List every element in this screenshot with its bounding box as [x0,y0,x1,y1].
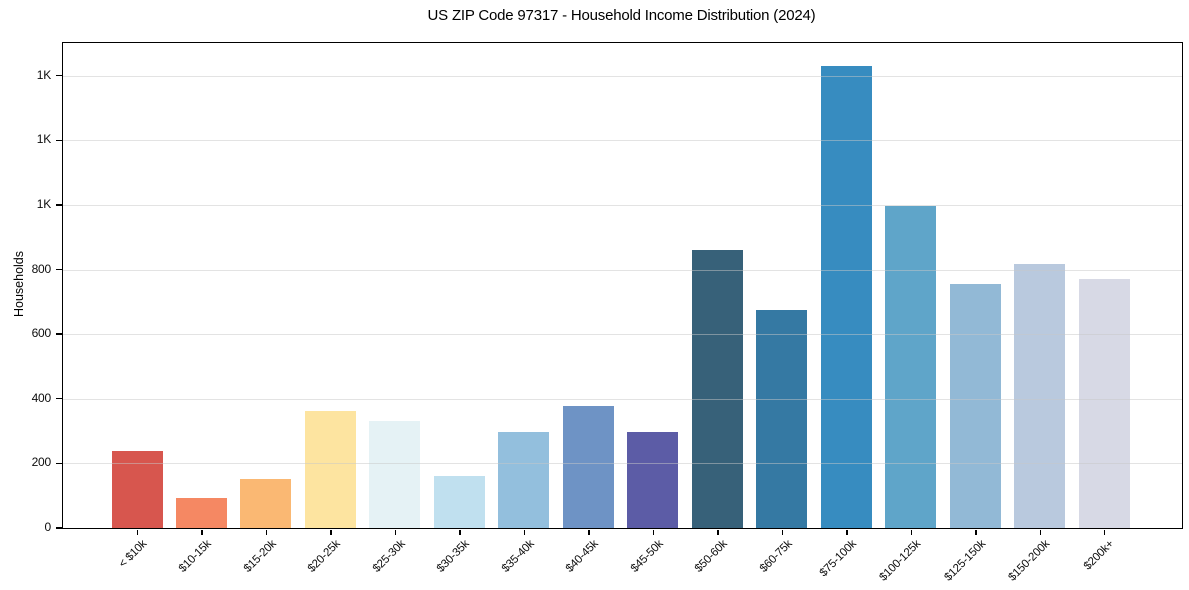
x-tick-label: $125-150k [941,538,988,584]
y-tick [56,333,62,335]
x-tick [717,529,719,535]
bar--35-40k [498,431,550,528]
x-tick-label: $75-100k [817,538,859,580]
x-tick-label: $40-45k [563,538,601,575]
x-tick [781,529,784,535]
bar--25-30k [369,420,421,528]
x-tick [265,529,268,535]
x-tick [459,529,461,535]
x-tick [523,529,526,535]
x-tick-label: $45-50k [628,538,666,575]
x-tick-label: $150-200k [1006,538,1053,584]
gridline [63,140,1182,142]
y-tick-label: 200 [31,455,52,470]
bar--50-60k [691,250,743,528]
x-tick [1039,529,1041,535]
y-tick [56,74,62,77]
x-tick [201,529,203,535]
gridline [63,463,1182,465]
bar--200k+ [1078,279,1130,528]
x-tick [652,529,655,535]
y-tick-label: 1K [36,67,51,82]
y-tick-label: 0 [44,520,52,534]
x-tick-label: $10-15k [177,538,214,575]
x-tick-label: $15-20k [241,538,279,575]
gridline [63,204,1182,206]
bar--15-20k [240,478,292,528]
bar--100-125k [885,206,937,528]
x-tick-label: $35-40k [499,538,537,575]
gridline [63,398,1182,400]
y-tick-label: 1K [36,132,51,147]
x-tick [394,529,397,535]
y-tick [56,527,62,529]
y-tick [56,462,62,465]
gridline [63,269,1182,271]
x-tick-label: $100-125k [877,538,924,584]
y-tick [56,398,62,400]
y-tick-label: 600 [31,326,52,341]
x-tick-label: $30-35k [434,538,472,575]
bar--45-50k [627,432,679,528]
x-tick [975,529,977,535]
bar--30-35k [433,476,485,528]
gridline [63,334,1182,336]
y-tick [56,139,62,141]
y-tick-label: 800 [31,261,52,276]
x-tick [910,529,913,535]
bar--10-15k [175,497,227,528]
x-tick-label: $60-75k [757,538,795,575]
plot-area: < $10k $10-15k $15-20k $20-25k $25-30k $30-35… [32,42,1183,584]
x-tick-label: $20-25k [306,538,343,575]
x-tick [846,529,848,535]
bar--75-100k [820,65,872,528]
x-tick-label: $200k+ [1081,538,1117,573]
x-tick-label: < $10k [117,538,150,571]
x-tick [137,529,139,535]
gridline [63,75,1182,77]
x-tick [588,529,590,535]
bar--125-150k [949,283,1001,528]
x-tick-label: $25-30k [370,538,408,575]
x-tick-label: $50-60k [692,538,730,575]
bar--60-75k [756,309,808,528]
bar--20-25k [304,410,356,528]
x-tick [330,529,332,535]
bar--40-45k [562,405,614,528]
chart-title: US ZIP Code 97317 - Household Income Dis… [427,7,816,24]
y-tick [56,268,62,271]
y-tick [56,204,62,206]
bar--150-200k [1014,264,1066,528]
y-tick-label: 1K [36,196,51,211]
y-tick-label: 400 [31,390,52,405]
x-tick [1104,529,1106,535]
